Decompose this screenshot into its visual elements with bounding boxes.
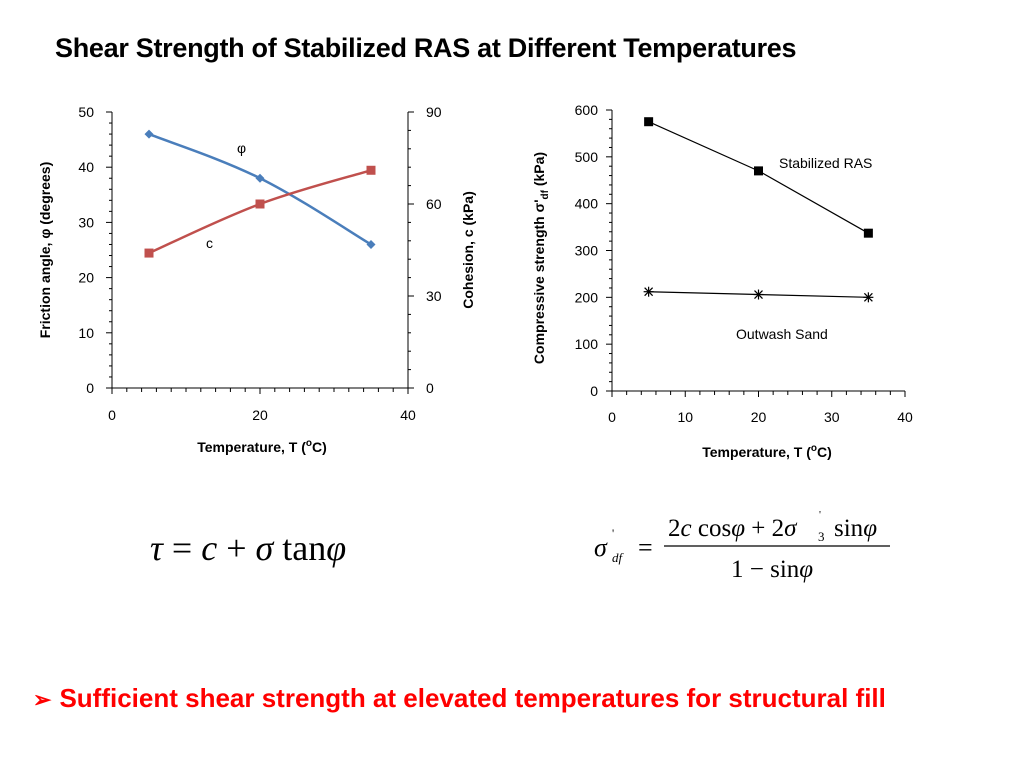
conclusion-text: Sufficient shear strength at elevated te…	[59, 683, 886, 713]
svg-text:sinφ: sinφ	[834, 515, 877, 542]
x-tick-label: 20	[751, 409, 767, 425]
series-line-phi	[148, 132, 372, 246]
data-point	[255, 173, 265, 183]
y-tick-label: 300	[575, 243, 599, 259]
y-tick-label: 400	[575, 196, 599, 212]
y-tick-label-right: 0	[426, 380, 434, 396]
series-label-phi: φ	[237, 140, 246, 156]
y-tick-label: 0	[590, 383, 598, 399]
x-axis-label: Temperature, T (oC)	[197, 438, 327, 455]
y-tick-label-left: 10	[78, 325, 94, 341]
slide-title: Shear Strength of Stabilized RAS at Diff…	[55, 33, 797, 63]
y-tick-label-left: 20	[78, 270, 94, 286]
y-tick-label-left: 0	[86, 380, 94, 396]
data-point	[644, 117, 654, 127]
series-line-stabilized-ras	[648, 121, 869, 234]
data-point	[754, 166, 763, 176]
y-axis-label: Compressive strength σ'df (kPa)	[531, 152, 551, 364]
data-point	[643, 286, 654, 297]
x-axis-label: Temperature, T (oC)	[702, 443, 832, 460]
x-tick-label: 10	[677, 409, 693, 425]
x-tick-label: 0	[108, 407, 116, 423]
series-label-stabilized-ras: Stabilized RAS	[779, 155, 872, 171]
svg-text:3: 3	[818, 529, 825, 544]
x-tick-label: 40	[400, 407, 416, 423]
y-tick-label: 500	[575, 149, 599, 165]
x-tick-label: 40	[897, 409, 913, 425]
data-point	[255, 199, 265, 209]
formula-denominator: 1 − sinφ	[731, 556, 813, 583]
y-tick-label-left: 50	[78, 104, 94, 120]
y-tick-label: 200	[575, 289, 599, 305]
y-tick-label-left: 30	[78, 214, 94, 230]
formula-text: τ = c + σ tanφ	[150, 528, 346, 568]
data-point	[366, 165, 376, 175]
data-point	[753, 289, 764, 300]
series-label-outwash-sand: Outwash Sand	[736, 326, 828, 342]
data-point	[144, 129, 154, 139]
data-point	[863, 292, 874, 303]
y-tick-label-right: 90	[426, 104, 442, 120]
svg-text:': '	[819, 509, 821, 521]
y-tick-label-right: 30	[426, 288, 442, 304]
formula-lhs: σ	[594, 533, 608, 562]
y-axis-label-left: Friction angle, φ (degrees)	[37, 162, 53, 339]
formula-shear-strength: τ = c + σ tanφ	[150, 528, 346, 568]
x-tick-label: 0	[608, 409, 616, 425]
svg-text:df: df	[612, 550, 625, 565]
formula-numerator: 2c cosφ + 2σ	[668, 515, 798, 542]
conclusion-bullet: ➢ Sufficient shear strength at elevated t…	[33, 683, 886, 714]
svg-text:': '	[612, 526, 614, 540]
y-tick-label: 100	[575, 336, 599, 352]
chart-friction-cohesion: 0 20 40 0 10 20 30 40 50 0 30 60 90 Temperature, T (…	[37, 104, 476, 455]
series-label-c: c	[206, 235, 213, 251]
y-tick-label-left: 40	[78, 159, 94, 175]
y-tick-label-right: 60	[426, 196, 442, 212]
data-point	[144, 248, 154, 258]
y-tick-label: 600	[575, 102, 599, 118]
svg-text:=: =	[638, 533, 653, 562]
formula-compressive-strength: σ ' df = 2c cosφ + 2σ ' 3 sinφ 1 − sinφ	[594, 509, 890, 583]
y-axis-label-right: Cohesion, c (kPa)	[460, 191, 476, 308]
x-tick-label: 20	[252, 407, 268, 423]
arrow-bullet-icon: ➢	[33, 687, 52, 712]
x-tick-label: 30	[824, 409, 840, 425]
data-point	[863, 228, 873, 238]
data-point	[366, 239, 376, 249]
